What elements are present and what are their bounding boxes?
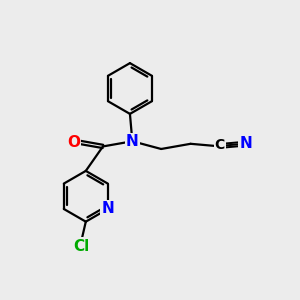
Text: O: O bbox=[67, 134, 80, 149]
Text: N: N bbox=[101, 202, 114, 217]
Text: N: N bbox=[239, 136, 252, 152]
Text: Cl: Cl bbox=[73, 239, 89, 254]
Text: N: N bbox=[126, 134, 139, 149]
Text: C: C bbox=[214, 138, 225, 152]
